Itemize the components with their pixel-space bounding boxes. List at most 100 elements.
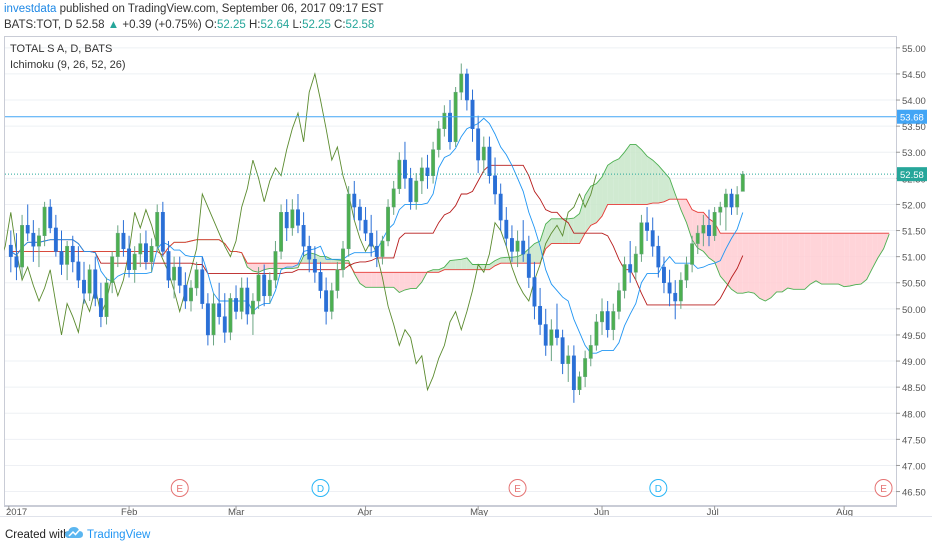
cloud-segment: [720, 233, 726, 283]
candle-body: [228, 298, 233, 333]
candle-body: [335, 269, 340, 291]
open-value: 52.25: [217, 19, 246, 31]
cloud-segment: [607, 161, 614, 205]
candle-body: [307, 245, 312, 260]
candle-body: [712, 212, 717, 237]
candle-body: [616, 290, 621, 312]
cloud-segment: [759, 233, 766, 302]
cloud-segment: [602, 165, 608, 217]
candle-body: [532, 277, 537, 307]
chart-area[interactable]: 46.50 47.00 47.50 48.00 48.50 49.00 49.50 50.00…: [0, 36, 928, 518]
candle-body: [132, 253, 137, 270]
time-tick-label: Mar: [228, 507, 244, 516]
time-tick-label: Apr: [358, 507, 373, 516]
cloud-segment: [359, 272, 366, 288]
cloud-segment: [500, 257, 507, 264]
candle-body: [504, 219, 509, 239]
candle-body: [656, 245, 661, 268]
candle-body: [324, 290, 329, 312]
time-tick-label: 2017: [6, 507, 27, 516]
candle-body: [639, 222, 644, 255]
cloud-segment: [849, 233, 856, 287]
candle-body: [673, 292, 678, 302]
candle-body: [740, 173, 745, 192]
close-value: 52.58: [345, 19, 375, 31]
event-marker-label: D: [317, 484, 324, 495]
price-tick-label: 52.00: [902, 200, 926, 211]
price-chart[interactable]: 46.50 47.00 47.50 48.00 48.50 49.00 49.50 50.00…: [0, 36, 928, 518]
candle-body: [301, 225, 306, 247]
cloud-segment: [438, 267, 445, 273]
price-change: +0.39 (+0.75%): [122, 19, 202, 31]
price-axis[interactable]: 46.50 47.00 47.50 48.00 48.50 49.00 49.50 50.00…: [896, 36, 927, 506]
last-price-label-bg: [897, 167, 927, 182]
candle-body: [262, 274, 267, 297]
candle-body: [222, 316, 227, 333]
cloud-segment: [652, 160, 659, 204]
candle-body: [318, 272, 323, 291]
cloud-segment: [264, 263, 270, 270]
time-tick-label: Aug: [836, 507, 853, 516]
candle-body: [217, 303, 222, 317]
candle-body: [82, 279, 86, 294]
price-tick-label: 48.50: [902, 383, 926, 394]
last-price: 52.58: [75, 19, 105, 31]
cloud-segment: [754, 233, 760, 299]
price-tick-label: 48.00: [902, 409, 926, 420]
candle-body: [718, 206, 723, 213]
candle-body: [290, 209, 295, 229]
cloud-segment: [393, 272, 400, 293]
cloud-segment: [365, 272, 372, 288]
cloud-segment: [450, 259, 456, 270]
candle-body: [448, 112, 452, 143]
candle-body: [53, 227, 58, 252]
cloud-segment: [410, 272, 417, 289]
price-tick-label: 51.50: [902, 227, 926, 238]
candle-body: [645, 222, 650, 231]
cloud-segment: [281, 263, 287, 269]
cloud-segment: [376, 272, 383, 288]
candle-body: [273, 251, 278, 281]
cloud-segment: [534, 240, 541, 264]
indicator-legend: Ichimoku (9, 26, 52, 26): [10, 59, 126, 71]
time-tick-label: Jun: [594, 507, 609, 516]
cloud-segment: [832, 233, 839, 285]
cloud-segment: [647, 156, 653, 205]
candle-body: [555, 329, 559, 338]
price-tick-label: 54.50: [902, 70, 926, 81]
cloud-segment: [461, 257, 467, 270]
cloud-segment: [821, 233, 828, 285]
cloud-segment: [782, 233, 788, 292]
price-tick-label: 53.50: [902, 122, 926, 133]
cloud-segment: [247, 263, 253, 271]
horizontal-lines: [5, 116, 896, 175]
cloud-segment: [855, 233, 862, 285]
candles: [8, 63, 745, 403]
candle-body: [256, 274, 261, 302]
time-axis[interactable]: 2017FebMarAprMayJunJulAugSepOct: [4, 506, 928, 518]
candle-body: [538, 305, 543, 325]
price-tick-label: 51.00: [902, 253, 926, 264]
candle-body: [403, 159, 407, 179]
candle-body: [65, 245, 70, 265]
candle-body: [177, 266, 182, 286]
time-tick-label: May: [470, 507, 488, 516]
candle-body: [234, 298, 238, 312]
candle-body: [104, 282, 109, 317]
candle-body: [121, 232, 126, 250]
candle-body: [110, 256, 115, 283]
cloud-segment: [776, 233, 783, 292]
author-link[interactable]: investdata: [4, 3, 57, 15]
cloud-segment: [286, 263, 293, 269]
candle-body: [31, 232, 36, 247]
hline-price-label-bg: [897, 109, 927, 124]
event-marker: [649, 479, 668, 497]
candle-body: [189, 287, 193, 302]
tradingview-brand-link[interactable]: TradingView: [87, 529, 151, 541]
cloud-segment: [765, 233, 771, 302]
cloud-segment: [252, 263, 259, 273]
high-value: 52.64: [260, 19, 290, 31]
candle-body: [566, 355, 571, 364]
candle-body: [577, 376, 582, 391]
candle-body: [628, 264, 633, 273]
